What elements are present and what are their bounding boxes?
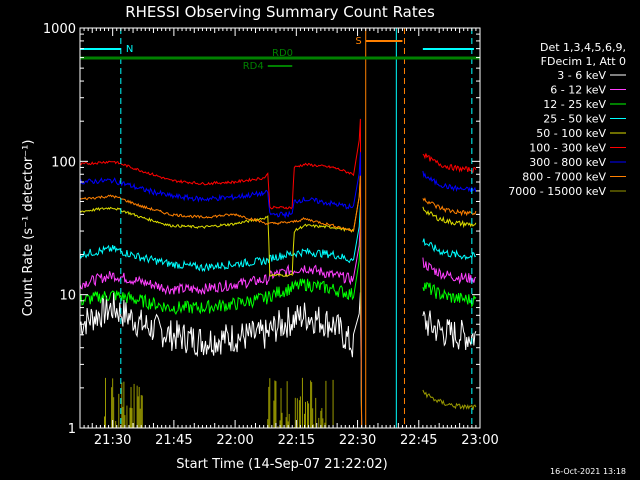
legend-header-line-1: Det 1,3,4,5,6,9,: [540, 41, 626, 54]
series-3-6-kev: [79, 292, 363, 429]
x-tick-label: 22:30: [339, 433, 376, 448]
y-tick-label: 10: [59, 289, 76, 304]
chart-title: RHESSI Observing Summary Count Rates: [125, 3, 435, 21]
y-axis-label: Count Rate (s⁻¹ detector⁻¹): [21, 140, 36, 317]
series-25-50-kev: [79, 205, 363, 429]
series-300-800-kev-after-gap: [422, 170, 477, 193]
legend-entry-label: 25 - 50 keV: [543, 113, 606, 126]
series-12-25-kev: [79, 239, 363, 429]
series-25-50-kev-after-gap: [422, 238, 477, 261]
legend-entry-label: 3 - 6 keV: [557, 69, 606, 82]
legend: Det 1,3,4,5,6,9, FDecim 1, Att 0 3 - 6 k…: [508, 41, 626, 198]
series-50-100-kev-after-gap: [422, 206, 477, 229]
series-100-300-kev: [79, 118, 363, 429]
x-tick-label: 22:45: [400, 433, 437, 448]
legend-entry-label: 7000 - 15000 keV: [508, 185, 606, 198]
series-6-12-kev: [79, 224, 363, 429]
y-axis: 1 10 100 1000: [43, 22, 480, 437]
footer-timestamp: 16-Oct-2021 13:18: [550, 467, 626, 476]
legend-entry-label: 300 - 800 keV: [529, 156, 606, 169]
x-axis: 21:30 21:45 22:00 22:15 22:30 22:45 23:00: [79, 28, 499, 448]
series-100-300-kev-after-gap: [422, 153, 477, 174]
legend-entry-label: 50 - 100 keV: [536, 127, 606, 140]
y-tick-label: 1: [68, 422, 76, 437]
series-7000-15000-kev-bursts: [103, 377, 334, 428]
y-tick-label: 1000: [43, 22, 76, 37]
legend-header-line-2: FDecim 1, Att 0: [541, 55, 626, 68]
x-tick-label: 22:15: [278, 433, 315, 448]
flag-rd4-label: RD4: [243, 61, 264, 72]
series-800-7000-kev-after-gap: [422, 197, 477, 217]
legend-entry-label: 12 - 25 keV: [543, 98, 606, 111]
series-50-100-kev: [79, 175, 363, 429]
legend-entry-label: 800 - 7000 keV: [522, 171, 606, 184]
series-800-7000-kev: [79, 175, 363, 429]
x-tick-label: 21:45: [155, 433, 192, 448]
series-6-12-kev-after-gap: [422, 257, 477, 285]
x-tick-label: 21:30: [94, 433, 131, 448]
x-tick-label: 22:00: [216, 433, 253, 448]
legend-entry-label: 6 - 12 keV: [550, 84, 606, 97]
series-3-6-kev-after-gap: [422, 310, 477, 351]
series-12-25-kev-after-gap: [422, 281, 477, 308]
x-tick-label: 23:00: [461, 433, 498, 448]
series-300-800-kev: [79, 152, 363, 429]
series-7000-15000-kev-after-gap: [422, 389, 477, 411]
flag-rd0-label: RD0: [272, 48, 293, 59]
plot-frame: [79, 27, 481, 429]
plot-marks: N S RD0 RD4: [79, 28, 480, 429]
legend-entry-label: 100 - 300 keV: [529, 142, 606, 155]
x-axis-label: Start Time (14-Sep-07 21:22:02): [176, 457, 387, 472]
y-tick-label: 100: [51, 155, 76, 170]
flag-s-label: S: [355, 36, 361, 47]
flag-n-label: N: [126, 44, 133, 55]
